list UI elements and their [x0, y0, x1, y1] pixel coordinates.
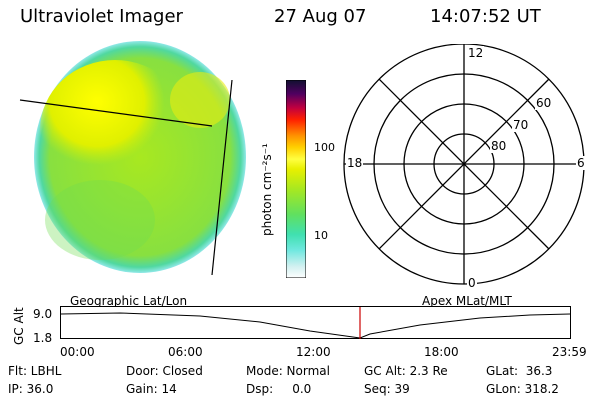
status-door: Door: Closed	[126, 364, 203, 378]
status-flt: Flt: LBHL	[8, 364, 62, 378]
mlt-label-6: 6	[576, 156, 586, 170]
uv-disk	[34, 41, 246, 273]
mlat-label-60: 60	[535, 96, 553, 110]
geographic-label: Geographic Lat/Lon	[70, 294, 188, 308]
status-seq: Seq: 39	[364, 382, 410, 396]
altitude-tick-high: 9.0	[33, 307, 53, 321]
colorbar-tick-10: 10	[314, 229, 328, 242]
apex-label: Apex MLat/MLT	[422, 294, 512, 308]
altitude-plot-frame	[60, 306, 571, 339]
time-tick-1200: 12:00	[296, 345, 331, 359]
status-glat: GLat: 36.3	[486, 364, 553, 378]
instrument-title: Ultraviolet Imager	[20, 6, 183, 27]
mlt-label-12: 12	[467, 46, 485, 60]
status-gc-alt: GC Alt: 2.3 Re	[364, 364, 448, 378]
colorbar-tick-100: 100	[314, 141, 335, 154]
status-mode: Mode: Normal	[246, 364, 330, 378]
status-gain: Gain: 14	[126, 382, 177, 396]
status-ip: IP: 36.0	[8, 382, 54, 396]
latitude-line	[19, 99, 213, 127]
colorbar	[286, 80, 306, 278]
mlat-label-70: 70	[512, 118, 530, 132]
status-glon: GLon: 318.2	[486, 382, 559, 396]
uv-image-panel	[19, 41, 246, 276]
longitude-line	[211, 79, 233, 276]
time-tick-0600: 06:00	[168, 345, 203, 359]
colorbar-unit-label: photon cm⁻²s⁻¹	[260, 143, 274, 236]
polar-plot	[343, 44, 585, 285]
time-tick-2359: 23:59	[552, 345, 587, 359]
polar-diagonal-2	[378, 78, 550, 250]
time-tick-0000: 00:00	[60, 345, 95, 359]
date-label: 27 Aug 07	[274, 6, 367, 27]
time-label: 14:07:52 UT	[430, 6, 541, 27]
altitude-tick-low: 1.8	[33, 331, 53, 345]
status-dsp: Dsp: 0.0	[246, 382, 312, 396]
mlt-label-18: 18	[346, 156, 364, 170]
time-tick-1800: 18:00	[424, 345, 459, 359]
altitude-axis-label: GC Alt	[12, 307, 26, 345]
mlt-label-0: 0	[467, 276, 477, 290]
altitude-plot	[60, 306, 571, 339]
mlat-label-80: 80	[490, 139, 508, 153]
